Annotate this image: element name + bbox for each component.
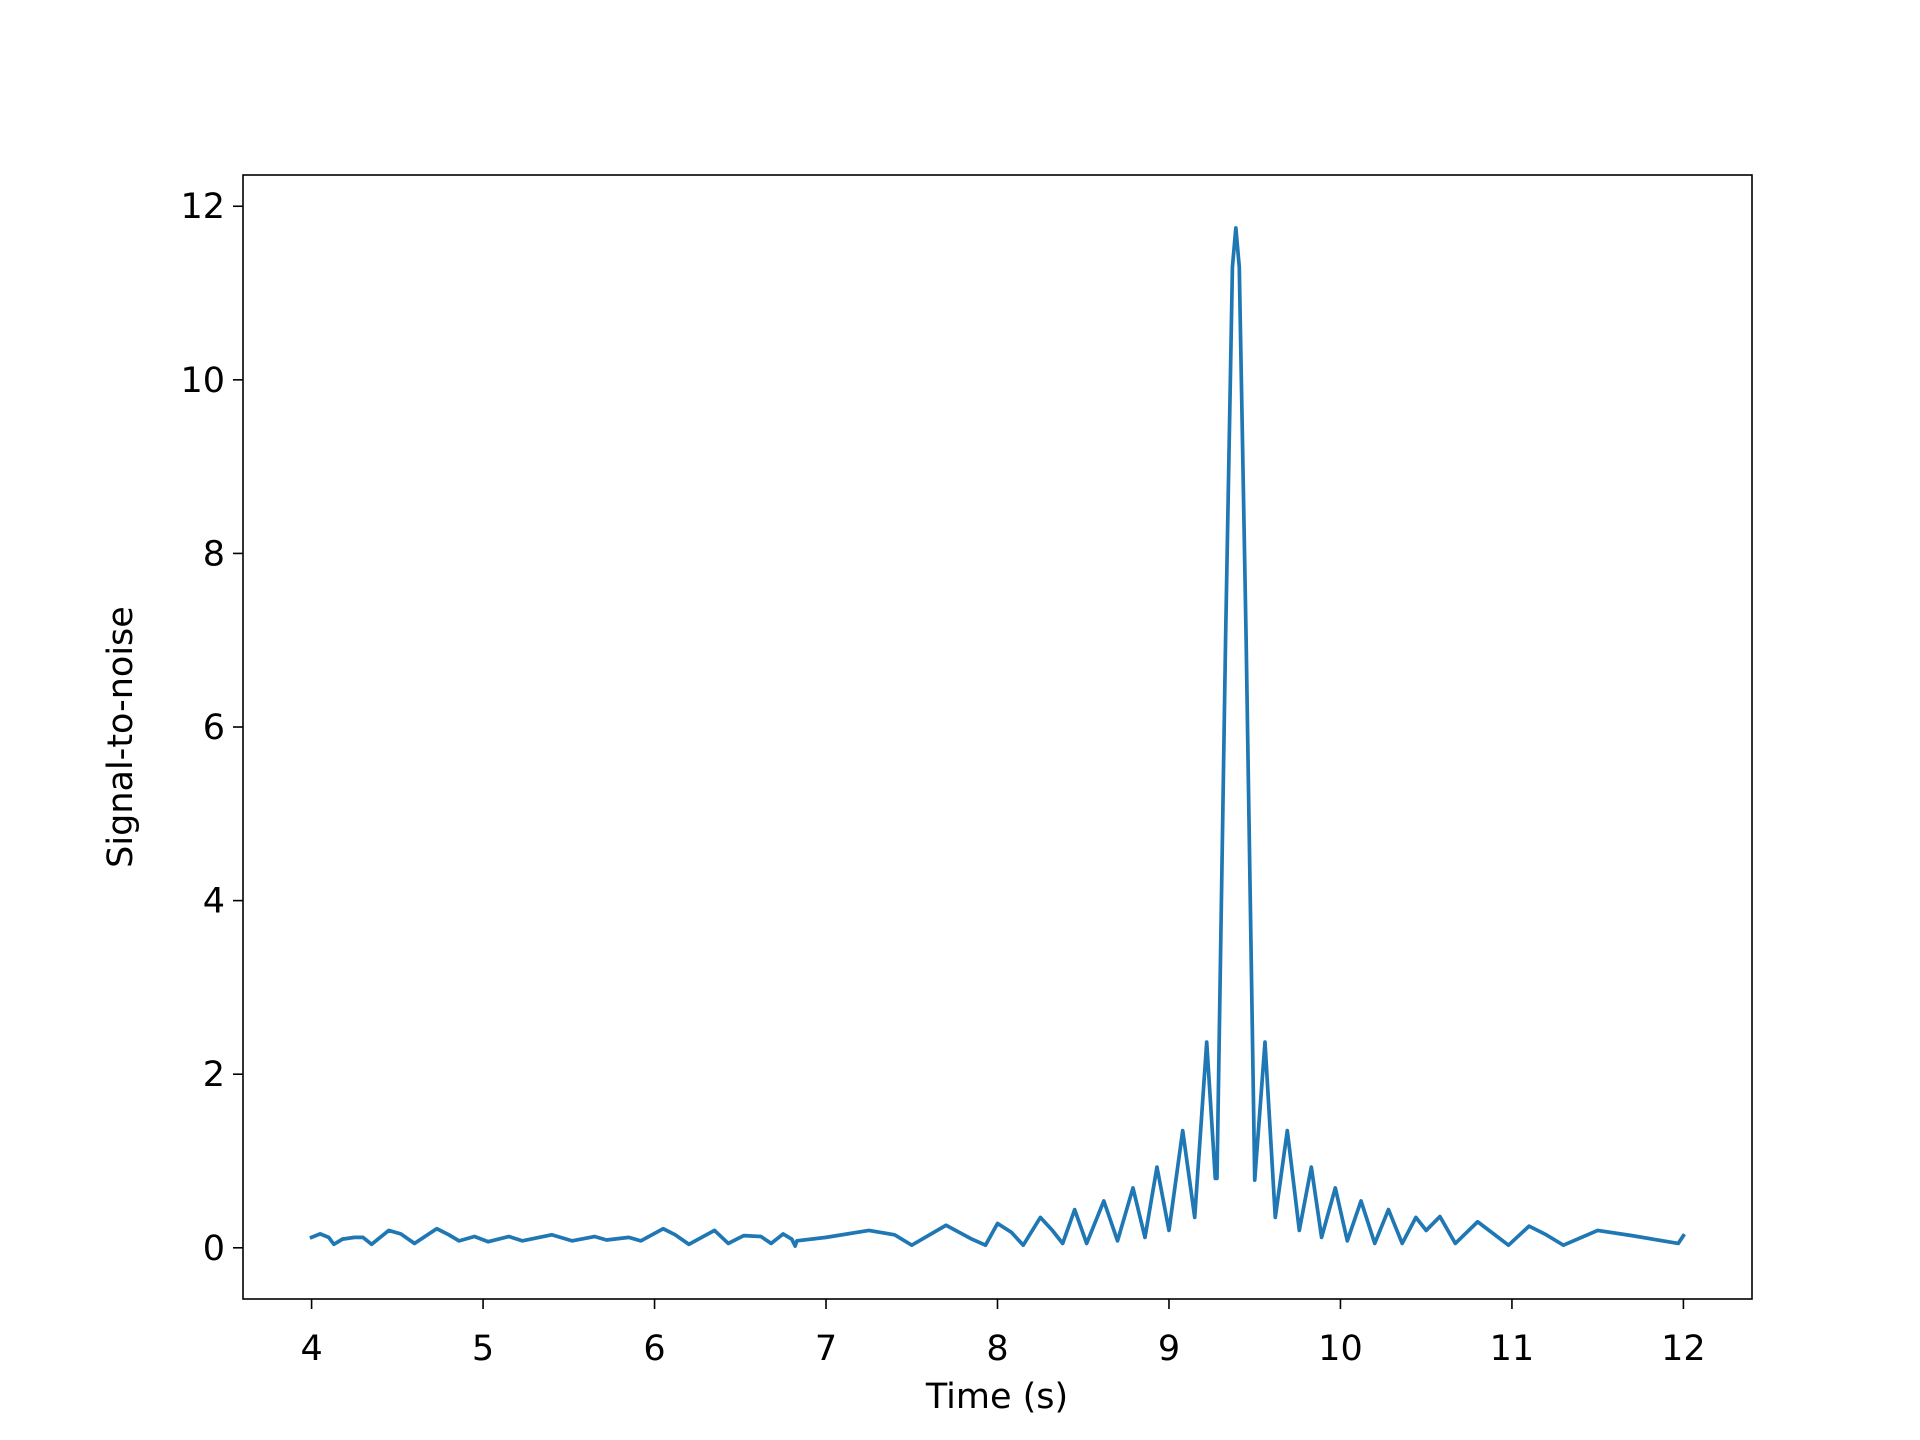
data-line bbox=[309, 226, 1686, 1248]
y-axis-label: Signal-to-noise bbox=[101, 606, 141, 868]
plot-frame bbox=[242, 174, 1753, 1300]
x-tick-label: 4 bbox=[300, 1329, 322, 1369]
x-tick-label: 5 bbox=[472, 1329, 494, 1369]
y-tick-label: 0 bbox=[203, 1229, 225, 1269]
y-tick-label: 12 bbox=[180, 187, 225, 227]
x-tick-label: 10 bbox=[1318, 1329, 1363, 1369]
x-tick-label: 6 bbox=[643, 1329, 665, 1369]
y-tick-label: 10 bbox=[180, 361, 225, 401]
y-tick-label: 4 bbox=[203, 882, 225, 922]
x-tick-label: 8 bbox=[986, 1329, 1008, 1369]
y-tick-label: 2 bbox=[203, 1055, 225, 1095]
x-tick-label: 12 bbox=[1661, 1329, 1706, 1369]
x-tick-label: 9 bbox=[1158, 1329, 1180, 1369]
x-axis-label: Time (s) bbox=[925, 1377, 1068, 1417]
y-tick-label: 6 bbox=[203, 708, 225, 748]
x-tick-label: 7 bbox=[815, 1329, 837, 1369]
y-tick-label: 8 bbox=[203, 534, 225, 574]
x-tick-label: 11 bbox=[1490, 1329, 1535, 1369]
